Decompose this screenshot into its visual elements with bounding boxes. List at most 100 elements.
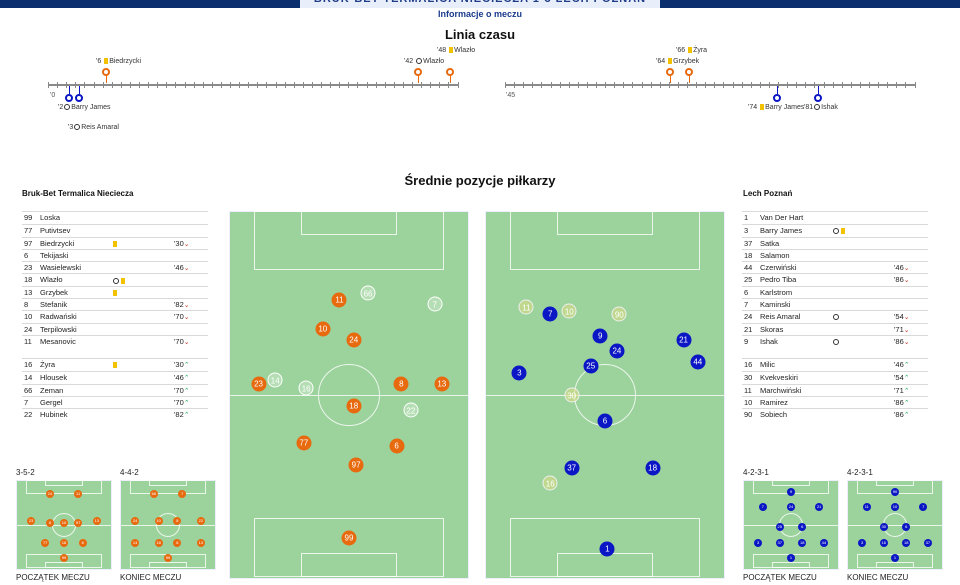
player-row[interactable]: 6 Karlstrom [742, 285, 928, 298]
event-pin-yellow[interactable] [446, 68, 454, 76]
timeline-tick [257, 82, 259, 88]
player-marker[interactable]: 24 [346, 332, 362, 348]
event-pin-goal[interactable] [414, 68, 422, 76]
player-marker[interactable]: 6 [389, 438, 405, 454]
player-row[interactable]: 9 Ishak '86⌄ [742, 334, 928, 347]
player-marker[interactable]: 10 [561, 303, 577, 319]
player-row[interactable]: 18 Wlazło [22, 273, 208, 285]
player-number: 90 [744, 410, 753, 420]
player-marker[interactable]: 9 [592, 328, 608, 344]
player-marker[interactable]: 7 [542, 306, 558, 322]
substitution-minute: '82⌃ [174, 410, 190, 420]
player-row[interactable]: 10 Radwański '70⌄ [22, 310, 208, 322]
event-pin-goal[interactable] [75, 94, 83, 102]
player-row[interactable]: 1 Van Der Hart [742, 212, 928, 224]
player-row[interactable]: 16 Milic '46⌃ [742, 359, 928, 371]
player-marker[interactable]: 6 [597, 413, 613, 429]
player-marker[interactable]: 22 [403, 402, 419, 418]
player-row[interactable]: 22 Hubinek '82⌃ [22, 408, 208, 420]
timeline-title: Linia czasu [444, 27, 516, 42]
player-marker[interactable]: 3 [511, 365, 527, 381]
player-marker[interactable]: 99 [341, 530, 357, 546]
event-pin-yellow[interactable] [666, 68, 674, 76]
timeline-tick [814, 82, 816, 88]
player-marker[interactable]: 8 [393, 376, 409, 392]
player-marker[interactable]: 90 [611, 306, 627, 322]
player-row[interactable]: 44 Czerwiński '46⌄ [742, 261, 928, 273]
player-number: 3 [744, 226, 749, 236]
timeline-tick [148, 82, 150, 88]
yellow-card-icon [113, 289, 117, 296]
player-row[interactable]: 7 Gergel '70⌃ [22, 395, 208, 408]
player-row[interactable]: 16 Żyra '30⌃ [22, 359, 208, 371]
player-marker[interactable]: 16 [542, 475, 558, 491]
timeline-tick [284, 82, 286, 88]
player-row[interactable]: 24 Reis Amaral '54⌄ [742, 310, 928, 322]
substitution-minute: '46⌃ [894, 360, 910, 369]
formation-marker: 18 [154, 538, 163, 547]
player-marker[interactable]: 13 [434, 376, 450, 392]
player-marker[interactable]: 18 [346, 398, 362, 414]
player-marker[interactable]: 25 [583, 358, 599, 374]
formation-marker: 7 [178, 490, 187, 499]
timeline-tick [321, 82, 322, 88]
player-marker[interactable]: 11 [331, 292, 347, 308]
player-name: Czerwiński [760, 263, 797, 273]
event-pin-yellow[interactable] [102, 68, 110, 76]
player-row[interactable]: 66 Zeman '70⌃ [22, 383, 208, 396]
player-events [832, 225, 846, 236]
player-marker[interactable]: 21 [676, 332, 692, 348]
player-row[interactable]: 77 Putivtsev [22, 224, 208, 236]
player-marker[interactable]: 24 [609, 343, 625, 359]
player-row[interactable]: 14 Hlousek '46⌃ [22, 371, 208, 383]
player-row[interactable]: 97 Biedrzycki '30⌄ [22, 236, 208, 249]
formation-marker: 18 [60, 538, 68, 547]
player-marker[interactable]: 77 [296, 435, 312, 451]
goal-box-bottom [772, 562, 810, 568]
player-marker[interactable]: 11 [518, 299, 534, 315]
player-marker[interactable]: 7 [427, 296, 443, 311]
player-row[interactable]: 11 Marchwiński '71⌃ [742, 383, 928, 396]
event-pin-yellow[interactable] [773, 94, 781, 102]
event-pin-yellow[interactable] [685, 68, 693, 76]
player-marker[interactable]: 66 [360, 285, 376, 301]
event-pin-goal[interactable] [814, 94, 822, 102]
player-row[interactable]: 6 Tekijaski [22, 248, 208, 261]
timeline-tick [623, 82, 625, 88]
player-row[interactable]: 37 Satka [742, 236, 928, 249]
player-row[interactable]: 8 Stefanik '82⌄ [22, 298, 208, 310]
tab-match-info[interactable]: Informacje o meczu [437, 9, 523, 19]
home-team-name: Bruk-Bet Termalica Nieciecza [22, 189, 134, 198]
player-marker[interactable]: 97 [348, 457, 364, 473]
player-marker[interactable]: 18 [645, 460, 661, 476]
player-row[interactable]: 30 Kvekveskiri '54⌃ [742, 371, 928, 383]
player-marker[interactable]: 16 [298, 380, 314, 396]
event-wlazlo-goal: '42 Wlazło [404, 58, 445, 65]
player-row[interactable]: 13 Grzybek [22, 285, 208, 298]
player-row[interactable]: 24 Terpilowski [22, 322, 208, 335]
event-pin-goal[interactable] [65, 94, 73, 102]
player-row[interactable]: 99 Loska [22, 212, 208, 224]
player-name: Kaminski [760, 300, 791, 310]
player-row[interactable]: 10 Ramirez '86⌃ [742, 395, 928, 408]
player-marker[interactable]: 14 [267, 372, 283, 388]
timeline-tick [714, 82, 716, 88]
player-row[interactable]: 11 Mesanovic '70⌄ [22, 334, 208, 347]
event-barry-james-goal: '2 Barry James [58, 104, 111, 111]
player-row[interactable]: 7 Kaminski [742, 298, 928, 310]
player-row[interactable]: 90 Sobiech '86⌃ [742, 408, 928, 420]
player-row[interactable]: 3 Barry James [742, 224, 928, 236]
player-marker[interactable]: 37 [564, 460, 580, 476]
player-marker[interactable]: 10 [315, 321, 331, 337]
player-marker[interactable]: 30 [564, 387, 580, 403]
player-row[interactable]: 25 Pedro Tiba '86⌄ [742, 273, 928, 285]
player-events [112, 359, 118, 370]
player-marker[interactable]: 1 [599, 541, 615, 557]
player-row[interactable]: 18 Salamon [742, 248, 928, 261]
player-row[interactable]: 23 Wasielewski '46⌄ [22, 261, 208, 273]
formation-marker: 8 [173, 516, 182, 525]
player-row[interactable]: 21 Skoras '71⌄ [742, 322, 928, 335]
timeline-tick [339, 82, 341, 88]
player-marker[interactable]: 23 [251, 376, 267, 392]
player-marker[interactable]: 44 [690, 354, 706, 370]
